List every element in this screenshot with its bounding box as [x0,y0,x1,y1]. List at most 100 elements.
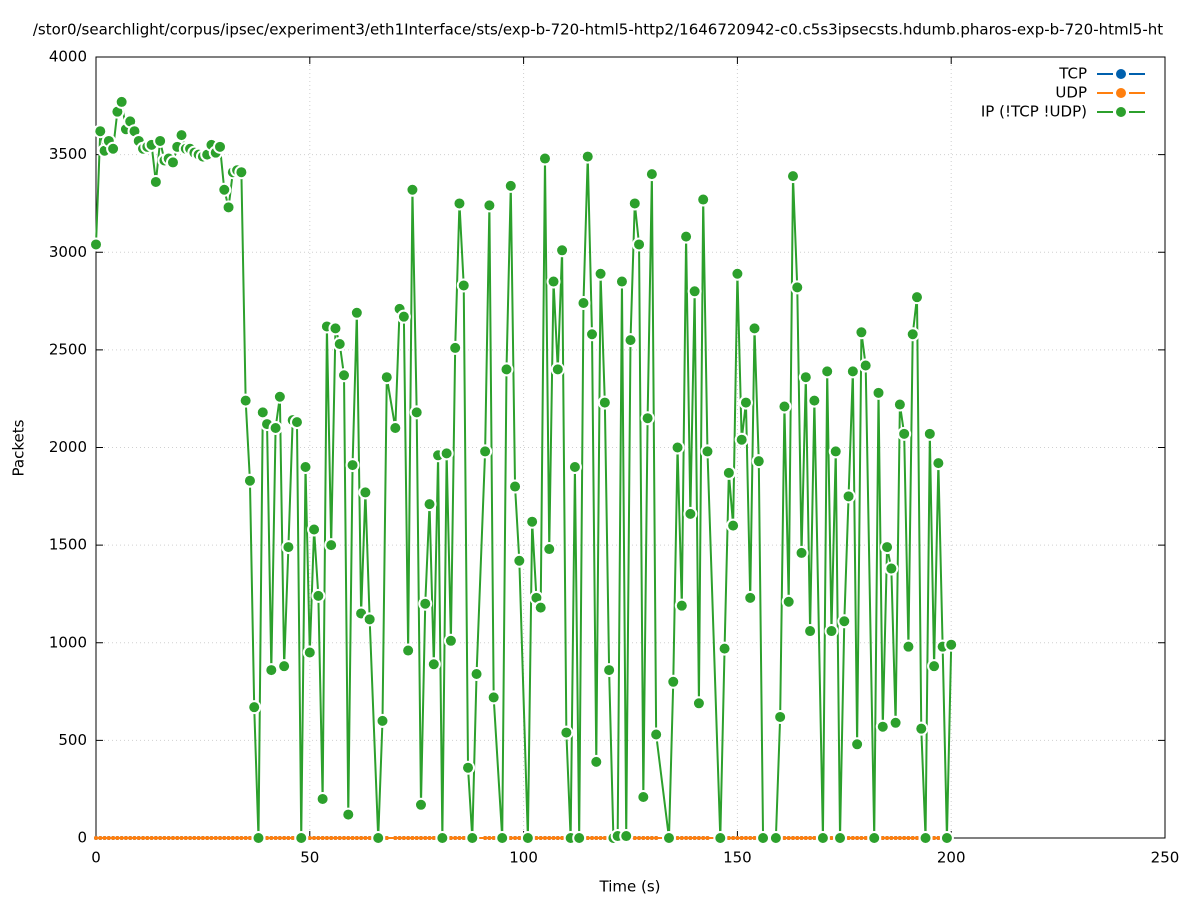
data-point [632,836,637,840]
data-point [106,141,121,156]
data-point [867,831,882,845]
data-point [585,327,600,342]
data-point [508,836,513,840]
data-point [594,836,599,840]
data-point [358,485,373,500]
y-tick-label: 2500 [49,340,87,358]
data-point [448,340,463,355]
data-point [418,836,423,840]
data-point [555,836,560,840]
data-point [426,657,441,672]
legend-marker [1114,105,1128,119]
y-tick-label: 3500 [49,145,87,163]
data-point [443,633,458,648]
data-point [880,540,895,555]
data-point [644,167,659,182]
data-point [170,836,175,840]
data-point [939,831,954,845]
data-point [413,797,428,812]
data-point [807,393,822,408]
data-point [119,836,124,840]
data-point [850,737,865,752]
data-point [230,836,235,840]
data-point [162,836,167,840]
data-point [128,836,133,840]
data-point [632,237,647,252]
data-point [790,836,795,840]
x-axis-label: Time (s) [599,878,661,896]
data-point [803,624,818,639]
data-point [461,760,476,775]
data-point [465,831,480,845]
data-point [756,831,771,845]
data-point [200,836,205,840]
x-tick-label: 0 [91,849,101,867]
x-tick-label: 150 [723,849,752,867]
data-point [439,446,454,461]
data-point [302,645,317,660]
y-tick-label: 4000 [49,48,87,66]
data-point [242,473,257,488]
data-point [542,542,557,557]
data-point [294,831,309,845]
data-point [781,594,796,609]
data-point [423,836,428,840]
data-point [362,612,377,627]
data-point [320,836,325,840]
data-point [367,836,372,840]
data-point [850,836,855,840]
data-point [217,182,232,197]
data-point [145,836,150,840]
data-point [503,178,518,193]
data-point [409,405,424,420]
data-point [456,278,471,293]
data-point [751,454,766,469]
data-point [902,836,907,840]
data-point [268,420,283,435]
data-point [332,337,347,352]
data-point [289,415,304,430]
data-point [371,831,386,845]
data-point [251,831,266,845]
data-point [730,266,745,281]
data-point [884,561,899,576]
data-point [893,836,898,840]
data-point [448,836,453,840]
data-point [495,831,510,845]
data-point [324,836,329,840]
data-point [255,405,270,420]
data-point [405,182,420,197]
data-point [453,836,458,840]
data-point [717,641,732,656]
data-point [649,727,664,742]
data-point [213,139,228,154]
data-point [513,836,518,840]
data-point [602,836,607,840]
data-point [824,624,839,639]
data-point [418,596,433,611]
data-point [337,368,352,383]
data-point [542,836,547,840]
data-point [795,836,800,840]
data-point [115,836,120,840]
data-point [593,266,608,281]
data-point [909,290,924,305]
data-point [846,836,851,840]
data-point [580,149,595,164]
x-tick-label: 100 [509,849,538,867]
data-point [148,174,163,189]
legend-label: TCP [1058,65,1087,83]
data-point [837,614,852,629]
data-point [243,836,248,840]
data-point [679,836,684,840]
data-point [696,192,711,207]
data-point [875,719,890,734]
legend-label: IP (!TCP !UDP) [981,103,1087,121]
data-point [401,836,406,840]
data-point [329,836,334,840]
data-point [221,200,236,215]
data-point [114,94,129,109]
data-point [396,309,411,324]
data-point [743,590,758,605]
data-point [602,663,617,678]
